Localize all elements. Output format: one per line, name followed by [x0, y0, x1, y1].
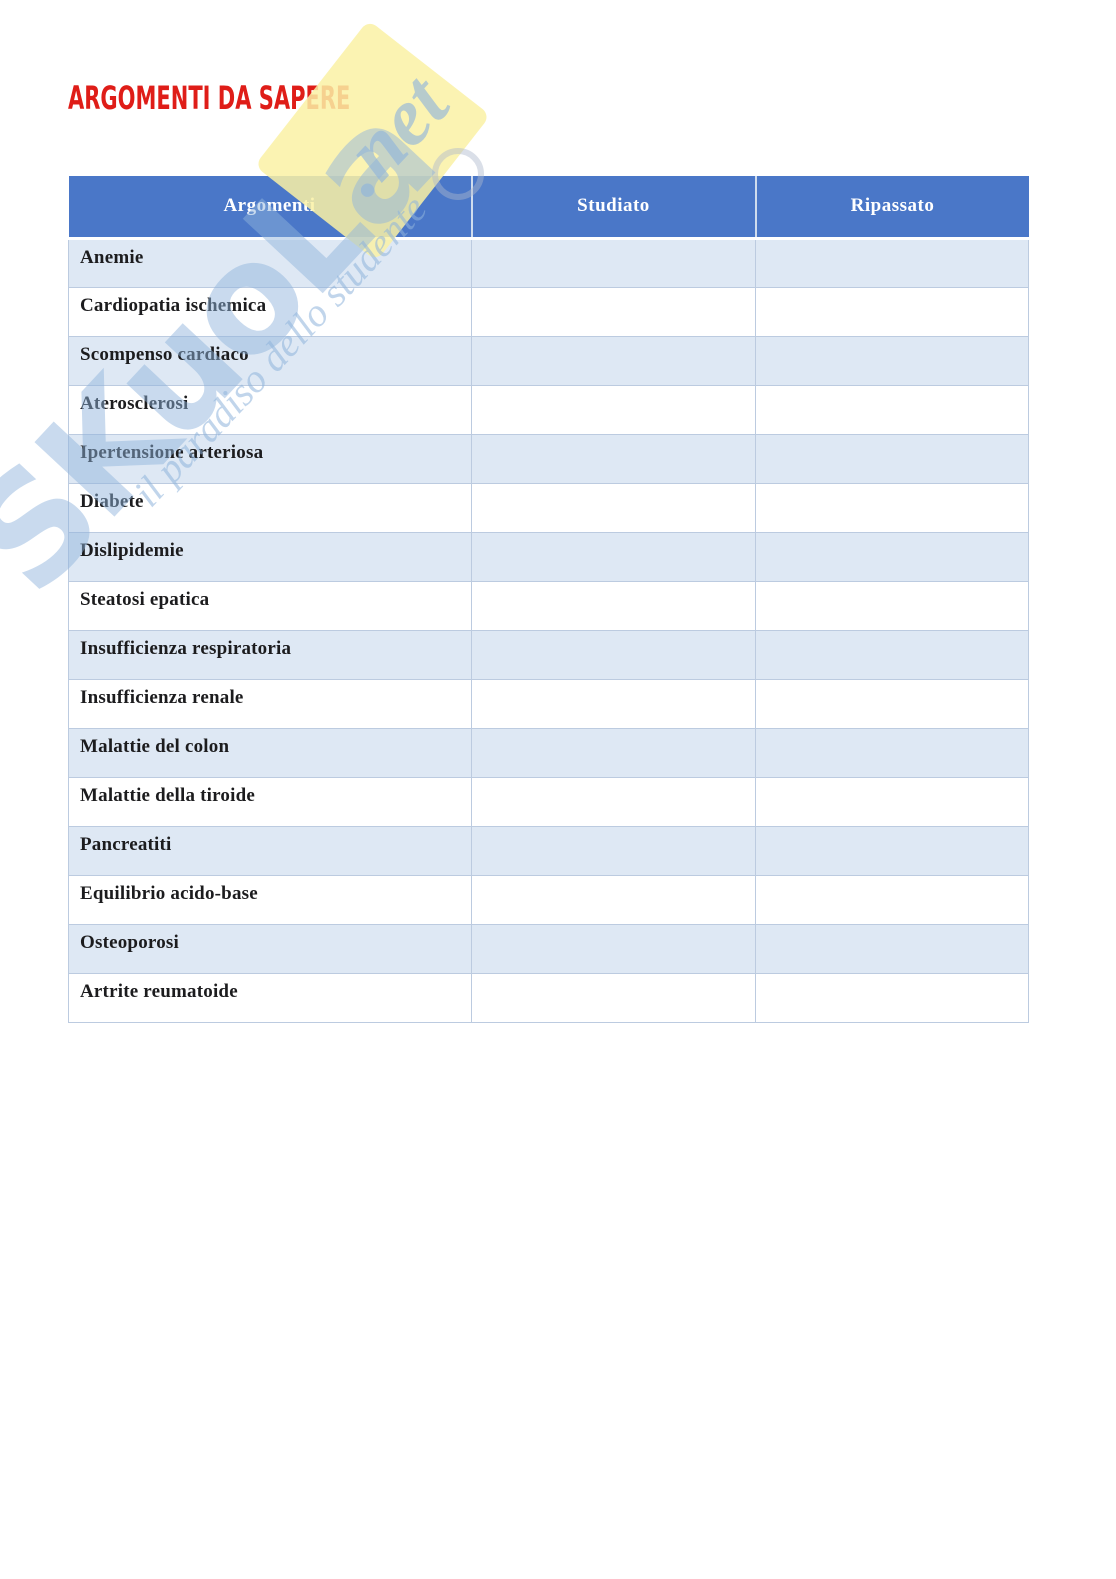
table-row: Osteoporosi: [68, 923, 1029, 974]
studiato-cell: [471, 580, 756, 631]
ripassato-cell: [755, 482, 1029, 533]
ripassato-cell: [755, 972, 1029, 1023]
table-row: Ipertensione arteriosa: [68, 433, 1029, 484]
ripassato-cell: [755, 384, 1029, 435]
ripassato-cell: [755, 874, 1029, 925]
studiato-cell: [471, 874, 756, 925]
topic-cell: Scompenso cardiaco: [68, 335, 472, 386]
studiato-cell: [471, 727, 756, 778]
table-row: Insufficienza renale: [68, 678, 1029, 729]
table-row: Pancreatiti: [68, 825, 1029, 876]
column-header-argomenti: Argomenti: [68, 176, 472, 240]
header-row: Argomenti Studiato Ripassato: [68, 176, 1029, 240]
studiato-cell: [471, 972, 756, 1023]
column-header-studiato: Studiato: [470, 176, 756, 240]
studiato-cell: [471, 335, 756, 386]
table-row: Anemie: [68, 237, 1029, 288]
studiato-cell: [471, 482, 756, 533]
ripassato-cell: [755, 825, 1029, 876]
page-title: ARGOMENTI DA SAPERE: [68, 80, 351, 118]
ripassato-cell: [755, 776, 1029, 827]
studiato-cell: [471, 678, 756, 729]
topic-cell: Cardiopatia ischemica: [68, 286, 472, 337]
ripassato-cell: [755, 335, 1029, 386]
topic-cell: Malattie della tiroide: [68, 776, 472, 827]
ripassato-cell: [755, 237, 1029, 288]
ripassato-cell: [755, 580, 1029, 631]
ripassato-cell: [755, 286, 1029, 337]
topic-cell: Anemie: [68, 237, 472, 288]
topic-cell: Ipertensione arteriosa: [68, 433, 472, 484]
table-row: Malattie della tiroide: [68, 776, 1029, 827]
ripassato-cell: [755, 433, 1029, 484]
table-row: Dislipidemie: [68, 531, 1029, 582]
ripassato-cell: [755, 678, 1029, 729]
studiato-cell: [471, 923, 756, 974]
ripassato-cell: [755, 923, 1029, 974]
table-row: Insufficienza respiratoria: [68, 629, 1029, 680]
topic-cell: Insufficienza renale: [68, 678, 472, 729]
studiato-cell: [471, 825, 756, 876]
studiato-cell: [471, 433, 756, 484]
studiato-cell: [471, 629, 756, 680]
topic-cell: Aterosclerosi: [68, 384, 472, 435]
studiato-cell: [471, 776, 756, 827]
studiato-cell: [471, 286, 756, 337]
topic-cell: Pancreatiti: [68, 825, 472, 876]
ripassato-cell: [755, 629, 1029, 680]
table-row: Diabete: [68, 482, 1029, 533]
topics-table: Argomenti Studiato Ripassato Anemie Card…: [68, 176, 1029, 1023]
table-row: Steatosi epatica: [68, 580, 1029, 631]
topic-cell: Diabete: [68, 482, 472, 533]
studiato-cell: [471, 531, 756, 582]
table-row: Malattie del colon: [68, 727, 1029, 778]
topic-cell: Artrite reumatoide: [68, 972, 472, 1023]
studiato-cell: [471, 237, 756, 288]
topic-cell: Insufficienza respiratoria: [68, 629, 472, 680]
topic-cell: Malattie del colon: [68, 727, 472, 778]
studiato-cell: [471, 384, 756, 435]
ripassato-cell: [755, 727, 1029, 778]
column-header-ripassato: Ripassato: [754, 176, 1029, 240]
table-row: Equilibrio acido-base: [68, 874, 1029, 925]
table-row: Cardiopatia ischemica: [68, 286, 1029, 337]
topic-cell: Equilibrio acido-base: [68, 874, 472, 925]
ripassato-cell: [755, 531, 1029, 582]
topic-cell: Steatosi epatica: [68, 580, 472, 631]
topic-cell: Dislipidemie: [68, 531, 472, 582]
table-row: Scompenso cardiaco: [68, 335, 1029, 386]
topic-cell: Osteoporosi: [68, 923, 472, 974]
table-row: Artrite reumatoide: [68, 972, 1029, 1023]
table-row: Aterosclerosi: [68, 384, 1029, 435]
